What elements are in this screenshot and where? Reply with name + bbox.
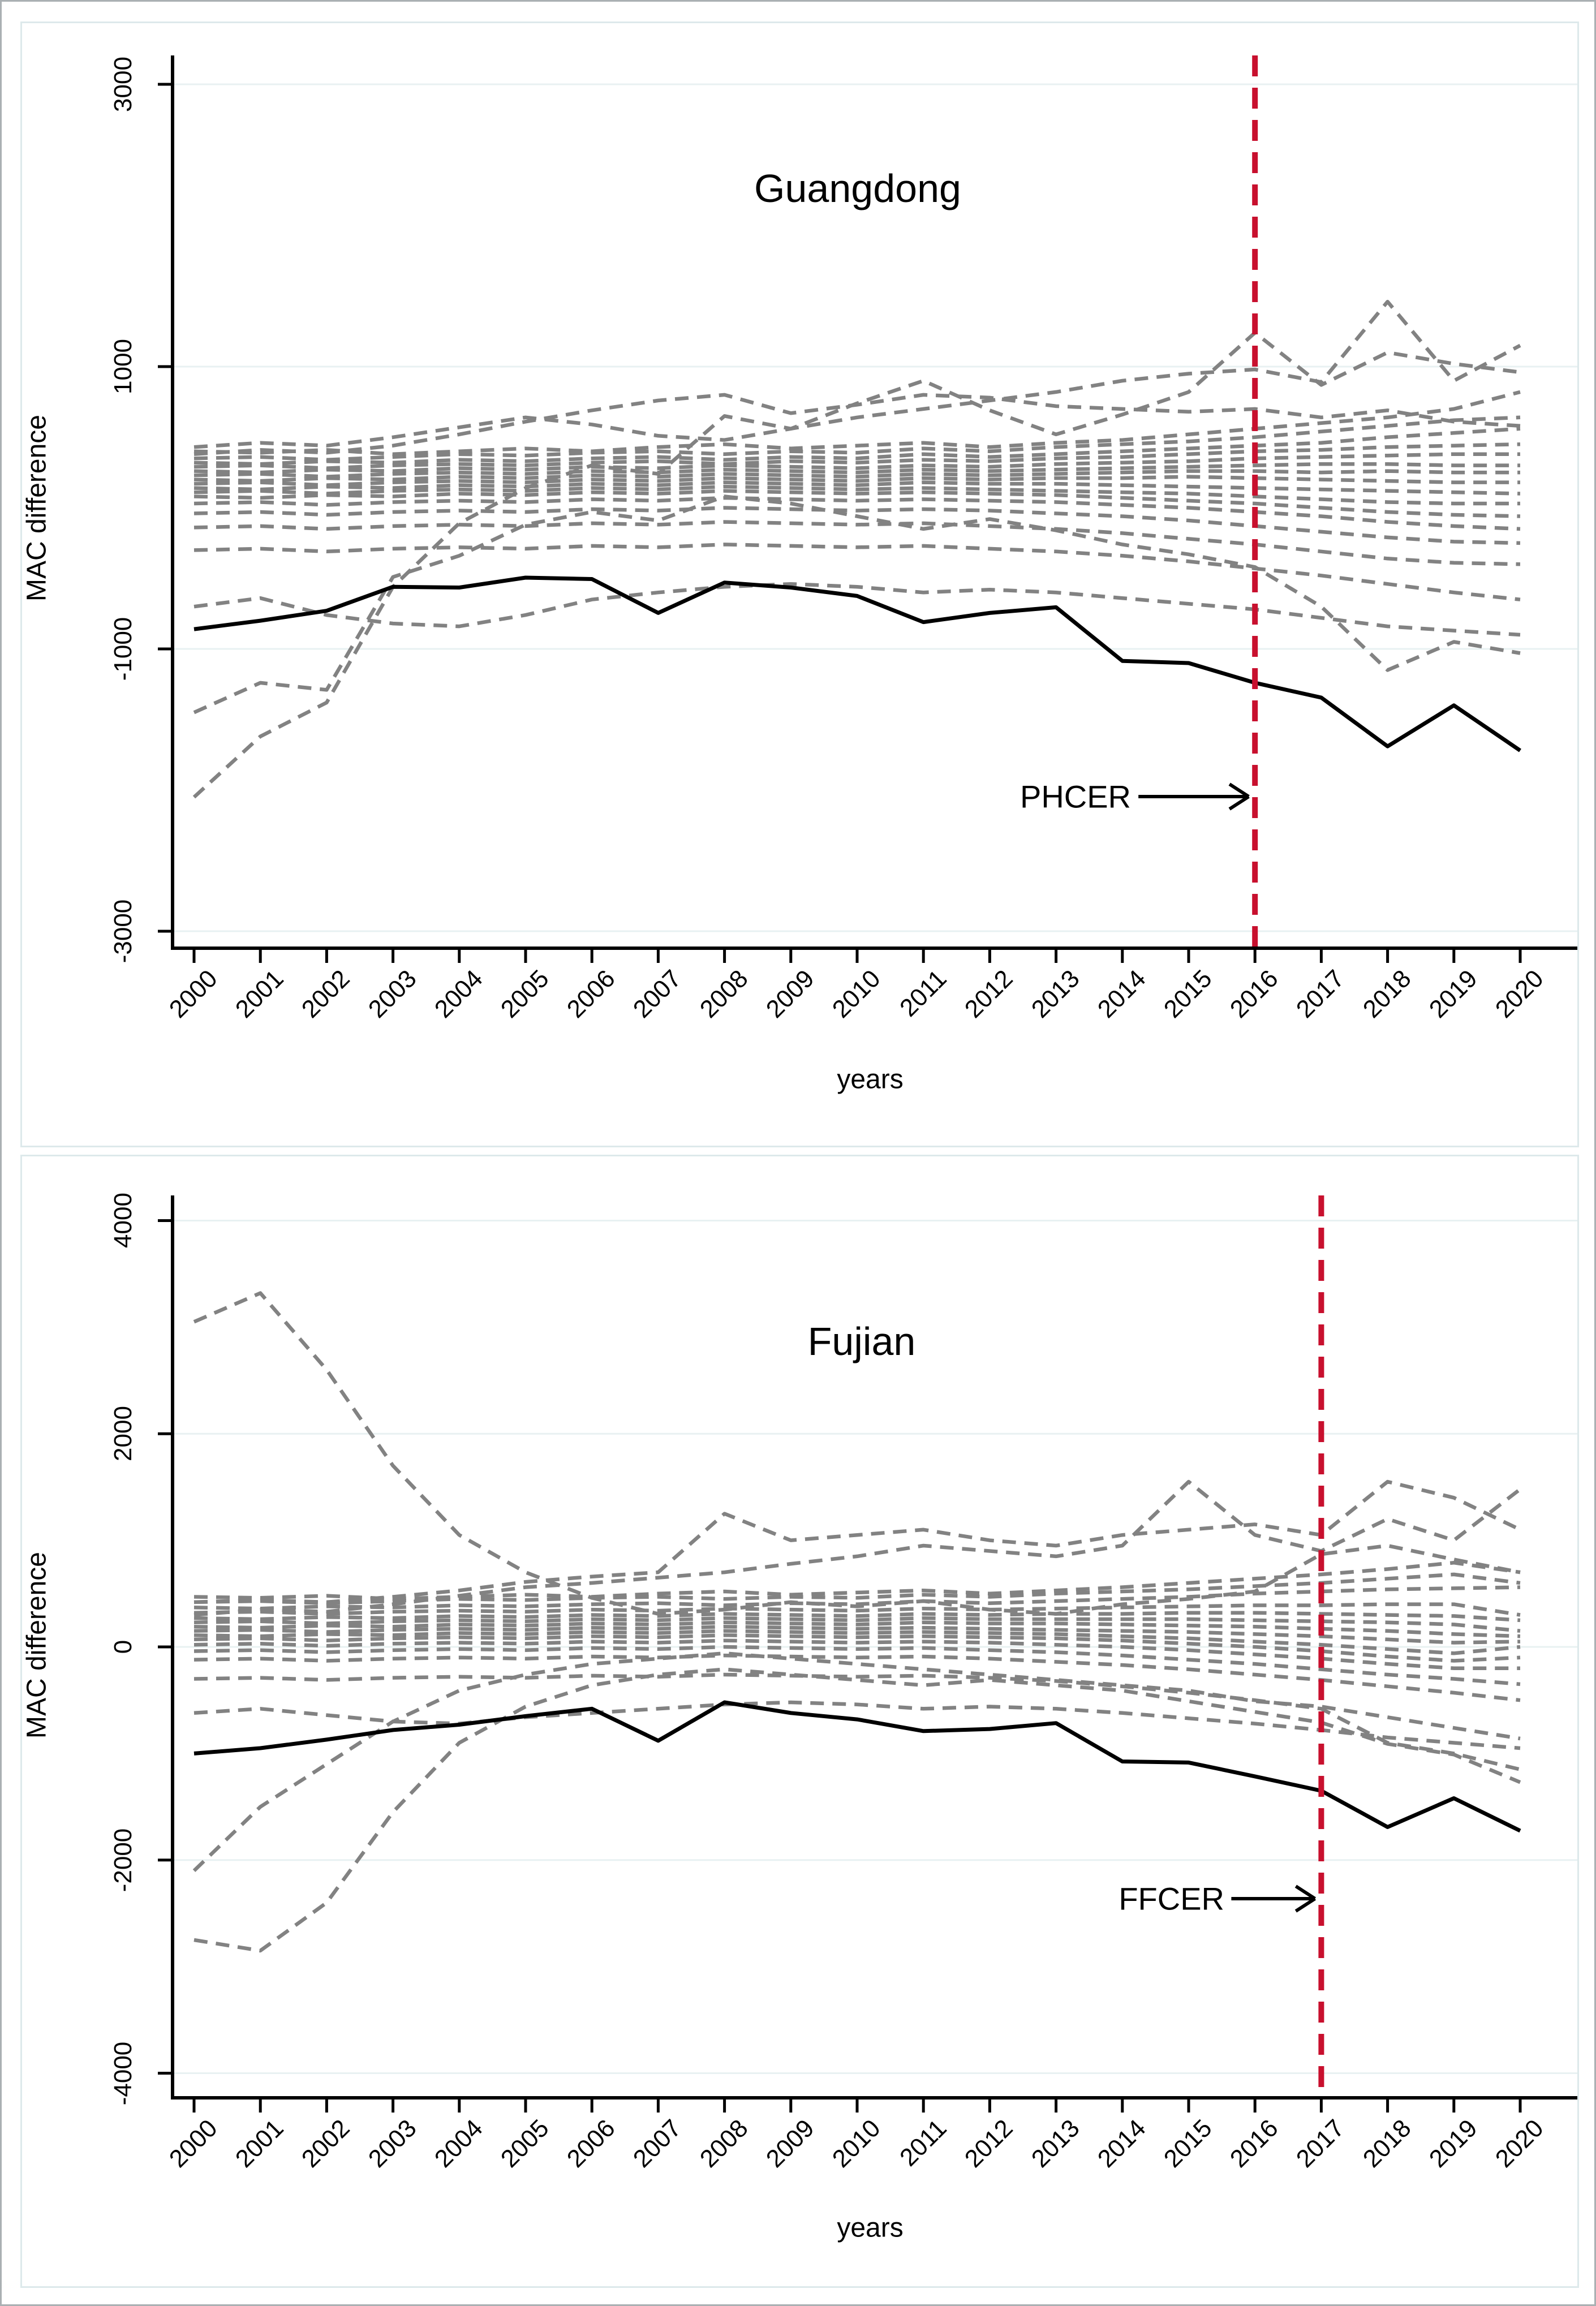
- donor-series-g19: [193, 543, 1521, 601]
- donor-series-f06: [193, 1560, 1521, 1601]
- donor-series-g17: [193, 506, 1521, 545]
- y-tick-label: -1000: [109, 617, 137, 681]
- donor-series-f01: [193, 1291, 1521, 1616]
- donor-series-f11: [193, 1616, 1521, 1633]
- donor-series-g02: [193, 494, 1521, 715]
- donor-series-g13: [193, 480, 1521, 496]
- y-tick-label: 1000: [109, 339, 137, 394]
- donor-series-f16: [193, 1638, 1520, 1670]
- y-tick-label: 3000: [109, 57, 137, 112]
- donor-series-g06: [193, 415, 1521, 462]
- donor-series-g07: [193, 427, 1521, 466]
- donor-series-g14: [193, 484, 1520, 506]
- donor-series-f04: [193, 1479, 1521, 1604]
- donor-series-g05: [193, 390, 1521, 456]
- donor-series-g16: [193, 496, 1521, 531]
- y-tick-label: -4000: [109, 2041, 137, 2105]
- donor-series-f14: [193, 1629, 1521, 1655]
- donor-series-g04: [193, 299, 1521, 449]
- donor-series-f08: [193, 1585, 1521, 1611]
- annotation-ffcer: FFCER: [1119, 1881, 1224, 1917]
- y-tick-label: -2000: [109, 1828, 137, 1892]
- donor-series-g01: [192, 330, 1521, 799]
- panel-title-guangdong: Guangdong: [754, 166, 961, 210]
- annotation-phcer: PHCER: [1019, 778, 1131, 815]
- donor-series-f20: [193, 1700, 1521, 1750]
- y-tick-label: 0: [109, 1640, 137, 1654]
- y-axis-title-guangdong: MAC difference: [21, 415, 52, 601]
- y-tick-label: 2000: [109, 1406, 137, 1462]
- donor-series-g15: [193, 489, 1521, 518]
- x-axis-title-guangdong: years: [837, 1064, 904, 1095]
- donor-series-f10: [193, 1611, 1521, 1623]
- donor-series-f07: [193, 1572, 1521, 1606]
- y-tick-label: 4000: [109, 1193, 137, 1249]
- treated-series: [193, 575, 1521, 752]
- treated-series: [193, 1700, 1521, 1833]
- donor-series-g20: [193, 582, 1521, 637]
- donor-series-f09: [193, 1602, 1521, 1617]
- donor-series-f17: [193, 1645, 1521, 1687]
- donor-series-f18: [193, 1653, 1521, 1702]
- donor-series-g12: [193, 475, 1520, 487]
- donor-series-g08: [193, 442, 1521, 470]
- donor-series-g10: [193, 462, 1520, 479]
- donor-series-f15: [193, 1633, 1521, 1663]
- panel-title-fujian: Fujian: [807, 1319, 916, 1363]
- y-axis-title-fujian: MAC difference: [21, 1552, 52, 1739]
- y-tick-label: -3000: [109, 899, 137, 963]
- donor-series-g11: [193, 469, 1520, 483]
- donor-series-f12: [193, 1620, 1521, 1638]
- donor-series-f13: [193, 1624, 1521, 1645]
- donor-series-g18: [193, 520, 1521, 566]
- donor-series-g03: [193, 393, 1521, 456]
- donor-series-g09: [193, 452, 1520, 475]
- x-axis-title-fujian: years: [837, 2213, 904, 2243]
- donor-series-f19: [193, 1672, 1521, 1771]
- donor-series-f03: [192, 1651, 1521, 1872]
- donor-series-f02: [193, 1667, 1521, 1953]
